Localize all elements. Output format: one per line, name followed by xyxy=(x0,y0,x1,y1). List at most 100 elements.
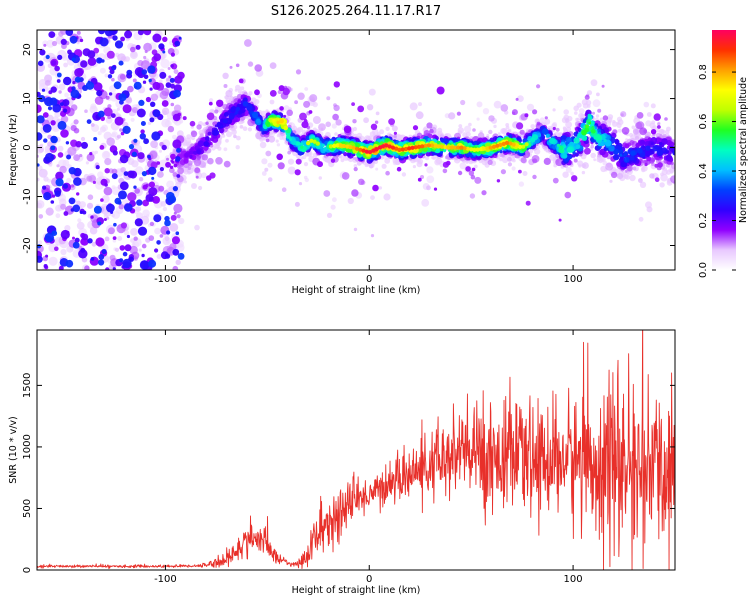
spectrogram-cell xyxy=(63,211,69,216)
spectrogram-cell xyxy=(122,125,131,134)
y-tick-label: 10 xyxy=(22,92,33,105)
spectrogram-cell xyxy=(264,167,269,172)
spectrogram-cell xyxy=(457,170,463,176)
spectrogram-cell xyxy=(165,82,172,88)
spectrogram-cell xyxy=(552,177,559,184)
spectrogram-cell xyxy=(235,145,240,150)
spectrogram-cell xyxy=(573,158,578,163)
spectrogram-cell xyxy=(104,183,108,187)
spectrogram-cell xyxy=(138,99,145,106)
spectrogram-cell xyxy=(393,131,397,135)
spectrogram-cell xyxy=(240,86,245,91)
spectrogram-cell xyxy=(172,172,178,177)
spectrogram-cell xyxy=(223,84,228,88)
x-tick-label: -100 xyxy=(154,574,177,585)
spectrogram-cell xyxy=(469,147,474,152)
spectrogram-cell xyxy=(223,147,228,152)
spectrogram-cell xyxy=(47,106,53,111)
spectrogram-cell xyxy=(401,172,407,177)
spectrogram-cell xyxy=(624,169,628,173)
spectrogram-cell xyxy=(592,111,595,115)
spectrogram-cell xyxy=(326,96,331,101)
spectrogram-cell xyxy=(242,101,248,107)
spectrogram-cell xyxy=(124,56,130,62)
spectrogram-cell xyxy=(638,216,644,222)
spectrogram-cell xyxy=(338,143,343,148)
spectrogram-cell xyxy=(173,203,183,213)
spectrogram-cell xyxy=(417,177,422,182)
spectrogram-cell xyxy=(99,126,106,133)
spectrogram-cell xyxy=(646,112,652,117)
spectrogram-cell xyxy=(318,123,326,131)
spectrogram-cell xyxy=(168,75,172,79)
spectrogram-cell xyxy=(66,177,72,184)
spectrogram-cell xyxy=(261,171,267,176)
spectrogram-cell xyxy=(222,72,229,80)
spectrogram-cell xyxy=(570,171,574,176)
spectrogram-cell xyxy=(303,100,311,108)
spectrogram-cell xyxy=(124,244,132,252)
spectrogram-cell xyxy=(516,122,524,130)
spectrogram-cell xyxy=(303,175,308,180)
spectrogram-cell xyxy=(150,101,156,108)
spectrogram-cell xyxy=(283,105,290,111)
spectrogram-cell xyxy=(542,128,549,135)
spectrogram-cell xyxy=(521,144,526,149)
spectrogram-cell xyxy=(353,227,358,232)
spectrogram-cell xyxy=(72,80,76,85)
spectrogram-cell xyxy=(571,153,576,158)
spectrogram-cell xyxy=(159,149,162,153)
spectrogram-cell xyxy=(499,157,503,162)
spectrogram-cell xyxy=(100,116,105,122)
spectrogram-cell xyxy=(161,107,170,115)
spectrogram-cell xyxy=(139,133,146,140)
spectrogram-cell xyxy=(472,147,477,152)
spectrogram-cell xyxy=(67,146,77,156)
spectrogram-cell xyxy=(43,176,49,182)
spectrogram-cell xyxy=(85,81,95,90)
spectrogram-cell xyxy=(493,100,502,109)
spectrogram-cell xyxy=(478,147,484,152)
spectrogram-cell xyxy=(154,227,161,235)
spectrogram-cell xyxy=(584,147,591,155)
spectrogram-cell xyxy=(571,175,578,182)
spectrogram-cell xyxy=(148,78,152,83)
spectrogram-cell xyxy=(38,214,44,219)
spectrogram-cell xyxy=(471,167,476,172)
spectrogram-cell xyxy=(459,162,467,170)
spectrogram-cell xyxy=(79,154,83,158)
spectrogram-cell xyxy=(634,135,640,141)
spectrogram-cell xyxy=(117,236,123,241)
spectrogram-cell xyxy=(640,139,645,145)
spectrogram-cell xyxy=(666,126,671,132)
spectrogram-cell xyxy=(119,258,124,263)
spectrogram-cell xyxy=(76,192,80,196)
spectrogram-cell xyxy=(138,177,144,182)
spectrogram-cell xyxy=(48,31,56,38)
spectrogram-cell xyxy=(584,94,590,100)
spectrogram-cell xyxy=(62,183,68,189)
spectrogram-cell xyxy=(174,40,181,47)
spectrogram-cell xyxy=(184,152,189,158)
spectrogram-cell xyxy=(354,146,360,151)
spectrogram-cell xyxy=(221,134,226,138)
spectrogram-cell xyxy=(613,148,619,155)
spectrogram-cell xyxy=(456,111,461,116)
spectrogram-cell xyxy=(77,218,82,223)
spectrogram-cell xyxy=(76,221,85,230)
spectrogram-cell xyxy=(129,51,138,60)
spectrogram-cell xyxy=(656,149,664,156)
spectrogram-cell xyxy=(518,169,522,174)
snr-frame-bg xyxy=(37,330,675,570)
spectrogram-x-axis: -100 0 100 xyxy=(154,30,583,285)
spectrogram-cell xyxy=(623,156,630,163)
spectrogram-cell xyxy=(96,57,103,64)
spectrogram-cell xyxy=(54,190,61,197)
spectrogram-cell xyxy=(485,146,490,151)
spectrogram-cell xyxy=(641,168,646,173)
spectrogram-cell xyxy=(465,146,470,151)
spectrogram-cell xyxy=(92,180,96,184)
spectrogram-cell xyxy=(328,144,333,149)
spectrogram-cell xyxy=(501,156,509,164)
spectrogram-cell xyxy=(119,74,126,80)
